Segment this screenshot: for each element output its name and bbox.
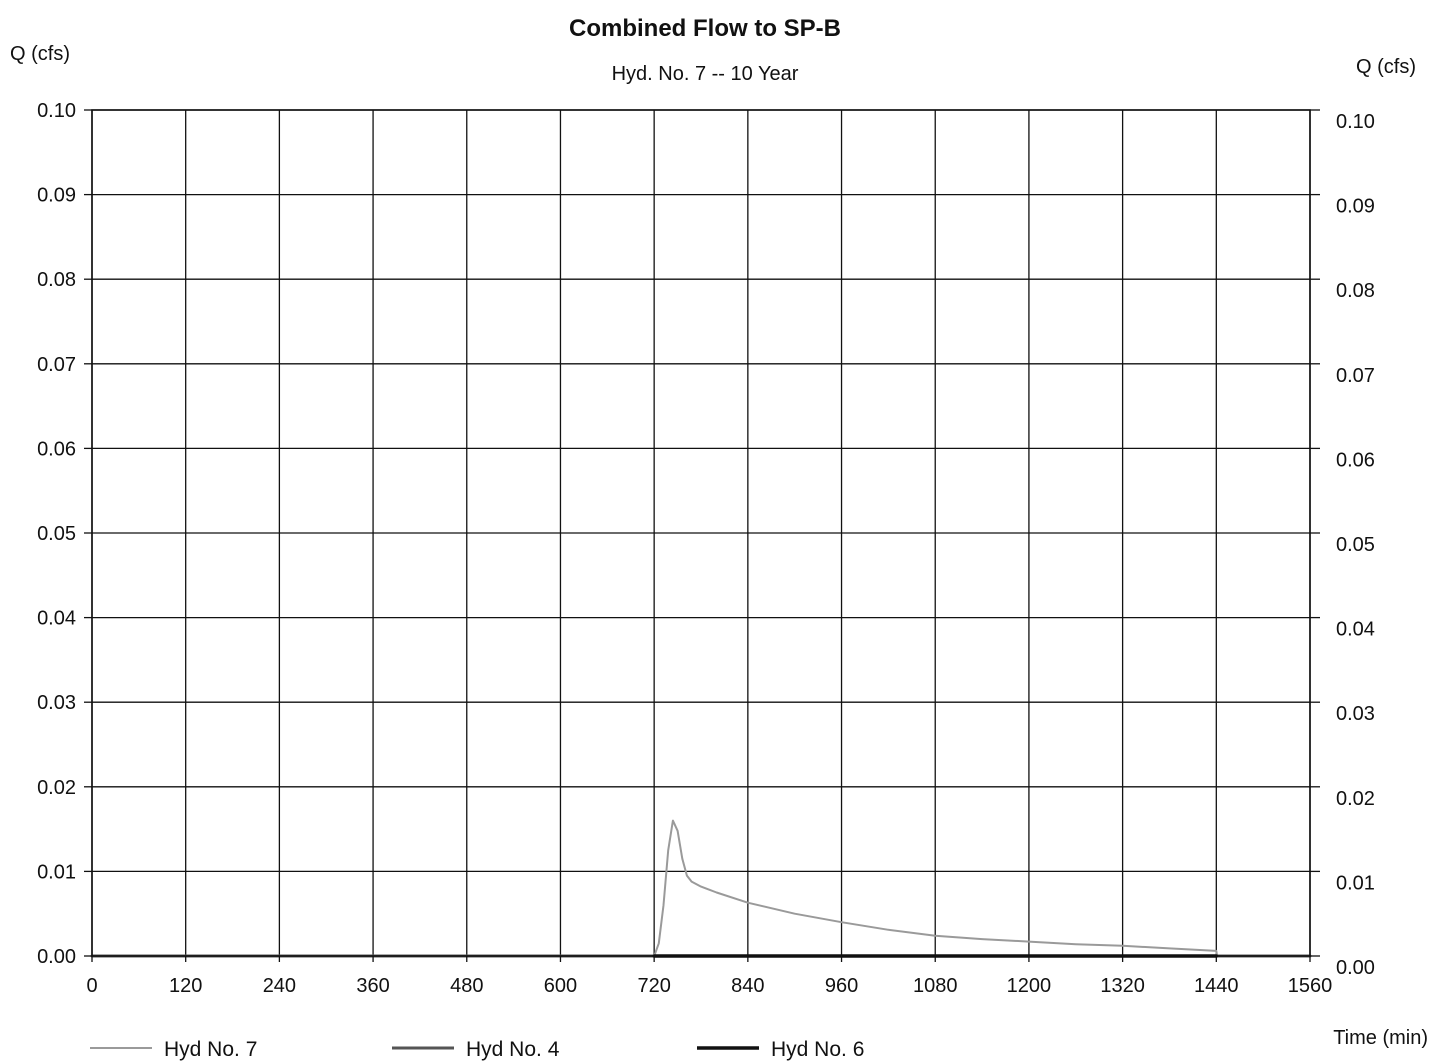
y-ticks-left: 0.00 0.01 0.02 0.03 0.04 0.05 0.06 0.07 0.08 0.09…: [37, 100, 92, 968]
x-tick-label: 480: [450, 975, 483, 997]
x-tick-label: 120: [169, 975, 202, 997]
series-line-hyd-no-7: [91, 819, 1311, 957]
legend-label: Hyd No. 7: [164, 1038, 257, 1061]
y-tick-label-left: 0.00: [37, 946, 76, 968]
y-tick-label-left: 0.10: [37, 100, 76, 122]
legend-label: Hyd No. 4: [466, 1038, 560, 1061]
y-tick-label-left: 0.09: [37, 185, 76, 207]
y-tick-label-left: 0.04: [37, 608, 76, 630]
y-tick-label-left: 0.06: [37, 438, 76, 460]
legend: Hyd No. 7 Hyd No. 4 Hyd No. 6: [90, 1038, 864, 1061]
y-axis-label-right: Q (cfs): [1356, 56, 1416, 78]
x-tick-label: 240: [263, 975, 296, 997]
x-tick-label: 1200: [1007, 975, 1052, 997]
y-tick-label-left: 0.08: [37, 269, 76, 291]
x-axis-label: Time (min): [1333, 1027, 1428, 1049]
y-tick-label-left: 0.07: [37, 354, 76, 376]
y-tick-label-left: 0.02: [37, 777, 76, 799]
y-tick-label-right: 0.05: [1336, 534, 1375, 556]
x-tick-label: 1440: [1194, 975, 1239, 997]
y-tick-label-right: 0.07: [1336, 365, 1375, 387]
x-tick-label: 600: [544, 975, 577, 997]
y-tick-label-right: 0.10: [1336, 111, 1375, 133]
series-group: [90, 819, 1312, 958]
y-tick-label-right: 0.06: [1336, 449, 1375, 471]
x-tick-label: 1320: [1100, 975, 1145, 997]
legend-label: Hyd No. 6: [771, 1038, 864, 1061]
x-tick-label: 1560: [1288, 975, 1333, 997]
x-tick-label: 960: [825, 975, 858, 997]
x-tick-label: 1080: [913, 975, 958, 997]
y-tick-label-right: 0.01: [1336, 872, 1375, 894]
y-tick-label-right: 0.02: [1336, 788, 1375, 810]
y-tick-label-right: 0.04: [1336, 619, 1375, 641]
y-tick-label-right: 0.08: [1336, 280, 1375, 302]
chart-title: Combined Flow to SP-B: [569, 15, 841, 42]
x-tick-label: 360: [356, 975, 389, 997]
chart-subtitle: Hyd. No. 7 -- 10 Year: [612, 63, 799, 85]
y-tick-label-left: 0.03: [37, 692, 76, 714]
x-ticks: 0 120 240 360 480 600 720 840 960 1080 1200 1320 144…: [86, 956, 1332, 997]
x-tick-label: 840: [731, 975, 764, 997]
grid: [91, 109, 1311, 957]
x-tick-label: 0: [86, 975, 97, 997]
y-tick-label-right: 0.03: [1336, 703, 1375, 725]
y-ticks-right: 0.00 0.01 0.02 0.03 0.04 0.05 0.06 0.07 0.08 0.09…: [1310, 109, 1375, 979]
y-axis-label-left: Q (cfs): [10, 43, 70, 65]
y-tick-label-left: 0.05: [37, 523, 76, 545]
y-tick-label-right: 0.09: [1336, 196, 1375, 218]
y-tick-label-left: 0.01: [37, 861, 76, 883]
y-tick-label-right: 0.00: [1336, 957, 1375, 979]
x-tick-label: 720: [637, 975, 670, 997]
